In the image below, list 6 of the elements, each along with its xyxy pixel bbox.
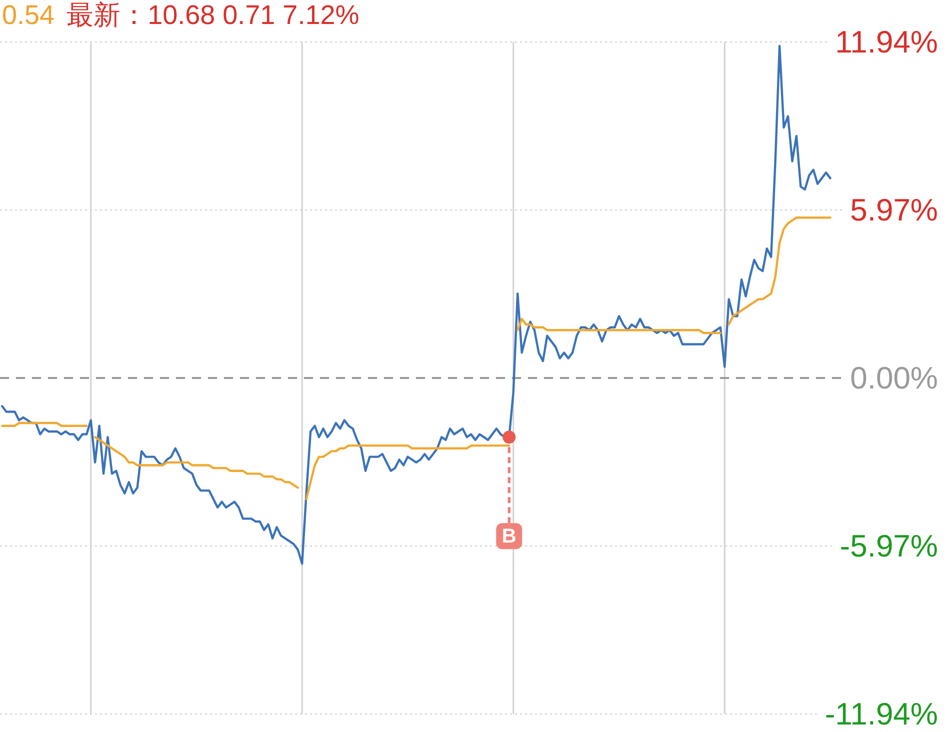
y-tick-label: 0.00% — [850, 360, 938, 396]
y-tick-label: -11.94% — [824, 696, 938, 732]
text: B — [502, 526, 516, 548]
y-tick-label: 11.94% — [835, 24, 938, 60]
y-tick-label: 5.97% — [850, 192, 938, 228]
y-tick-label: -5.97% — [840, 528, 938, 564]
